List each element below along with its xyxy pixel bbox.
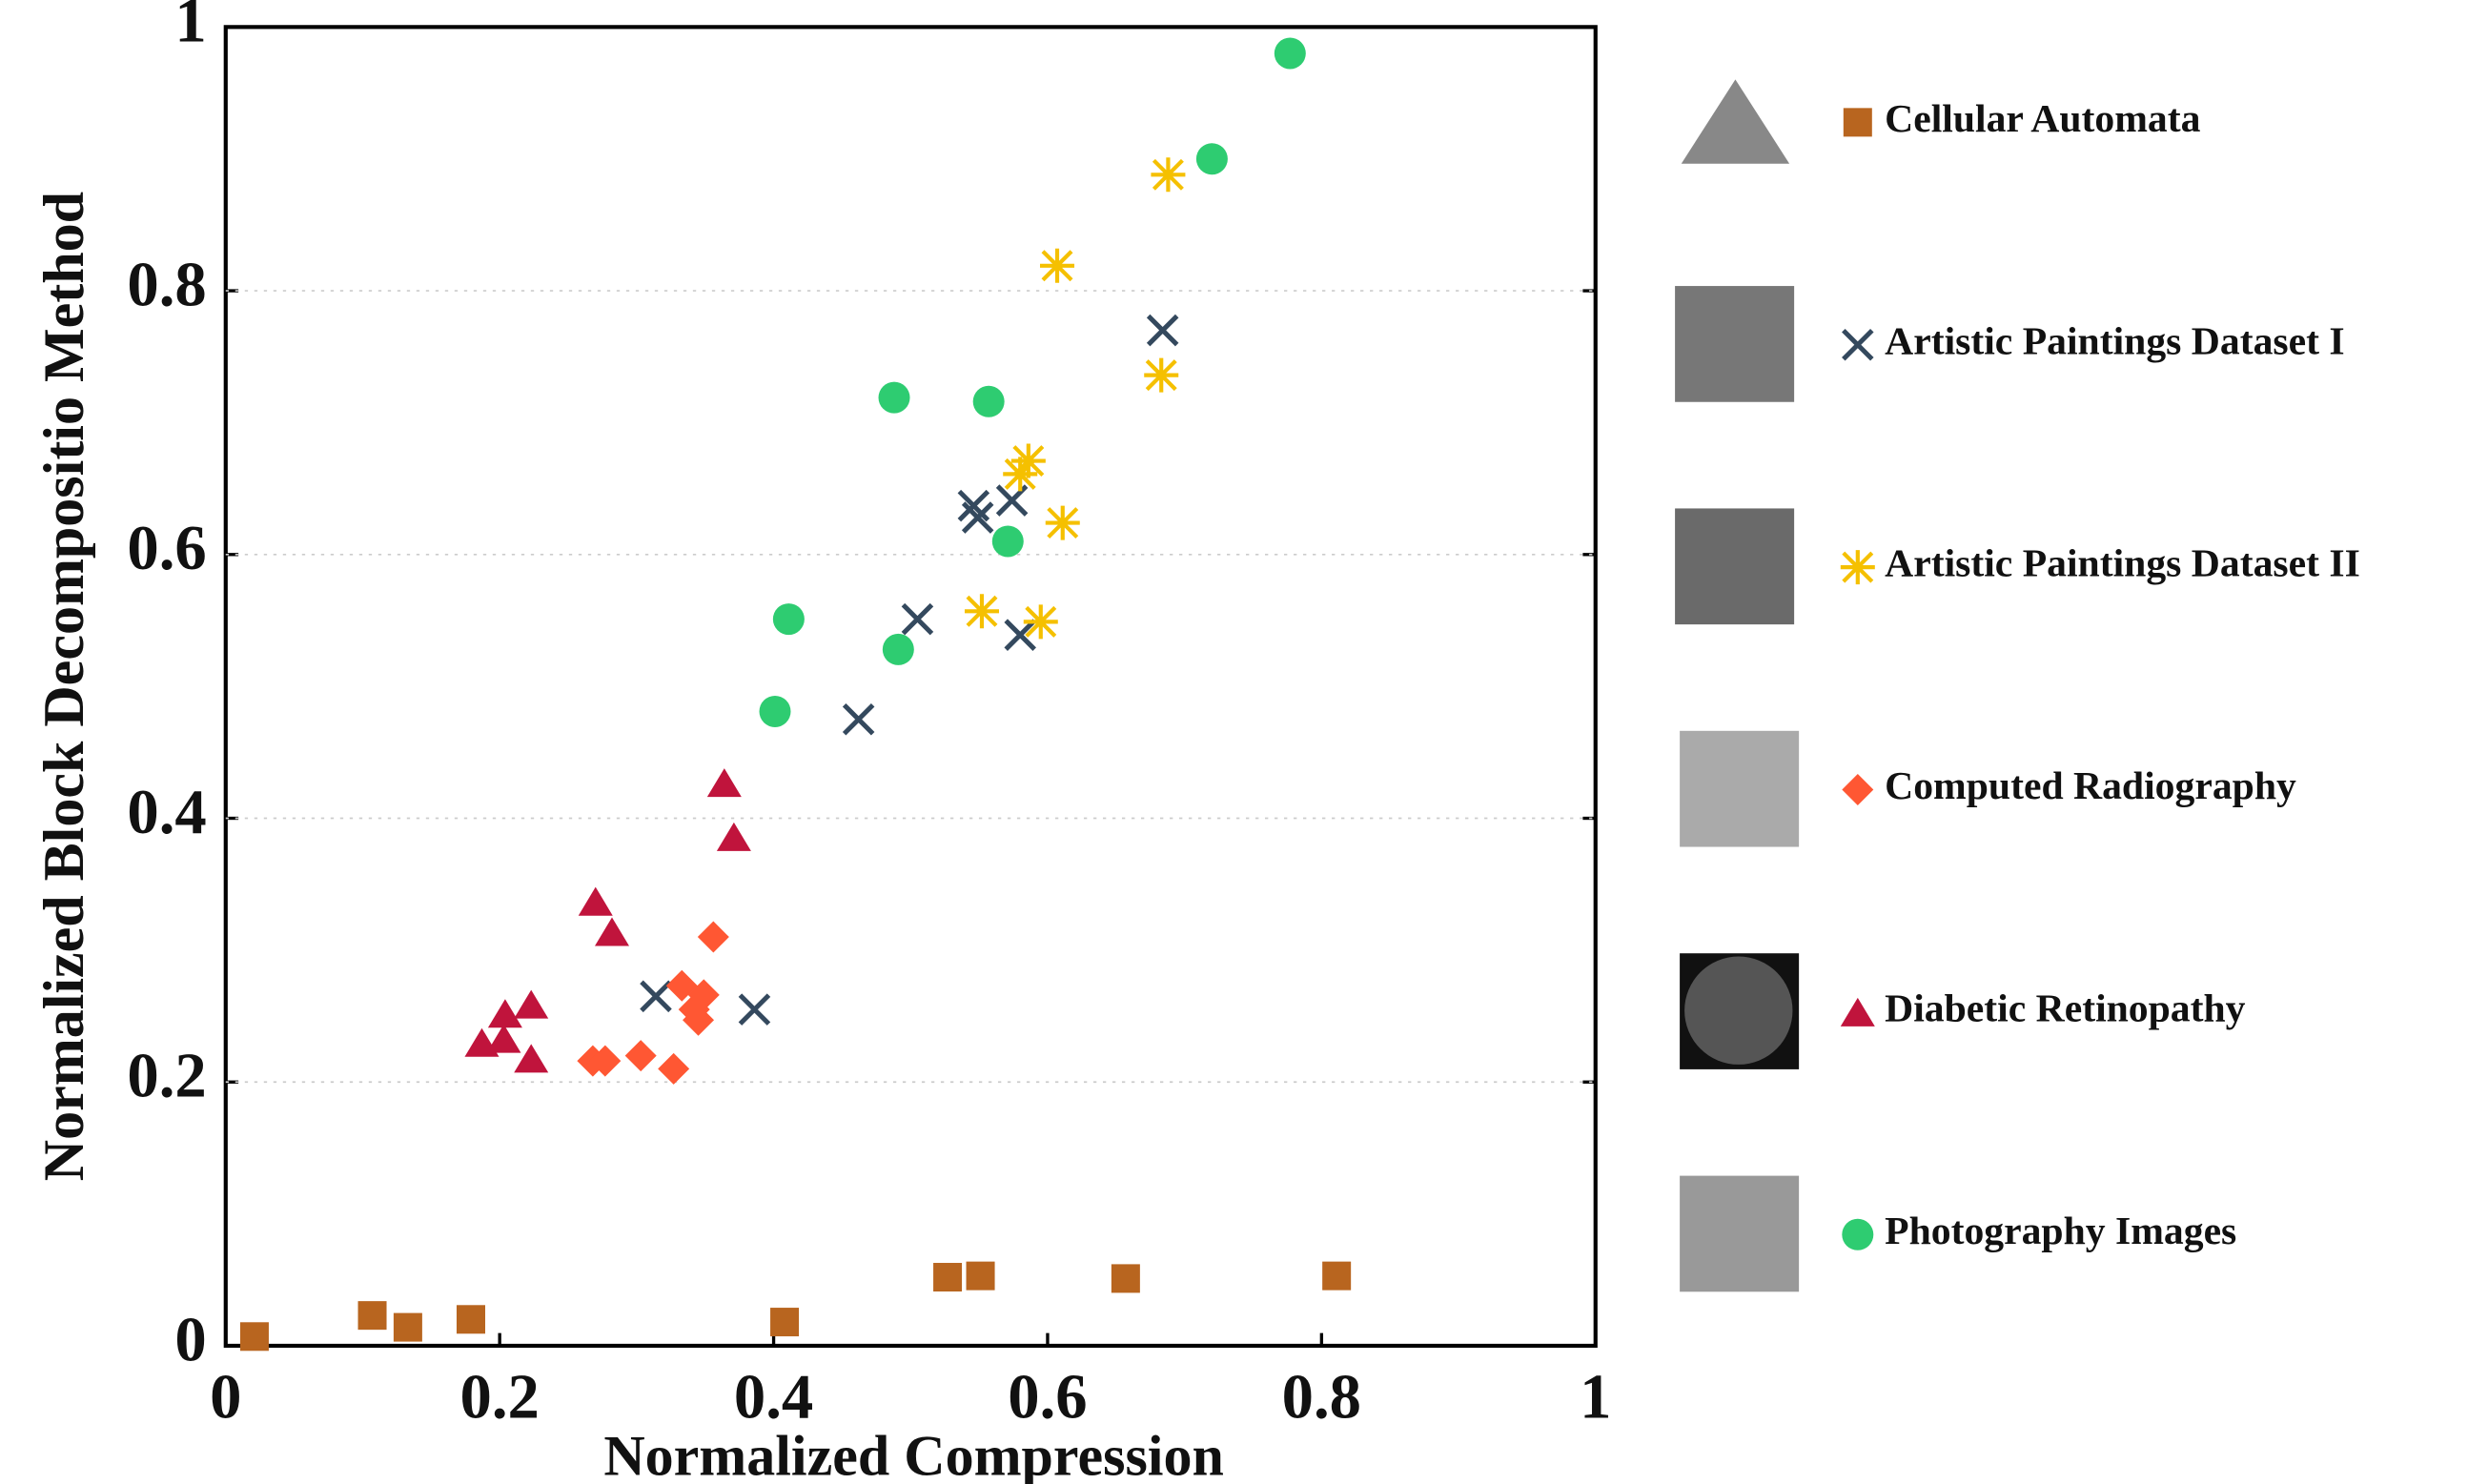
point (698, 922, 729, 953)
legend-marker (1841, 550, 1875, 584)
point (1275, 38, 1306, 70)
point (595, 918, 629, 946)
y-tick-label: 0.6 (127, 514, 206, 583)
legend-marker (1844, 331, 1872, 359)
point (992, 525, 1024, 557)
x-tick-label: 0.6 (1008, 1362, 1087, 1432)
point (973, 386, 1005, 417)
point (514, 1044, 548, 1072)
thumbnail (1682, 79, 1789, 163)
x-tick-label: 1 (1580, 1362, 1611, 1432)
point (845, 705, 873, 734)
y-tick-label: 1 (174, 0, 206, 56)
point (240, 1322, 269, 1351)
point (879, 382, 910, 414)
x-axis-title: Normalized Compression (603, 1424, 1224, 1484)
point (1011, 444, 1046, 478)
legend-label: Photography Images (1885, 1210, 2236, 1253)
point (883, 634, 914, 665)
y-tick-label: 0.4 (127, 778, 206, 847)
point (1112, 1264, 1140, 1292)
point (457, 1305, 485, 1333)
point (658, 1053, 689, 1085)
legend-label: Computed Radiography (1885, 764, 2296, 808)
point (773, 603, 805, 635)
thumbnail (1675, 286, 1794, 402)
point (933, 1263, 962, 1291)
x-tick-label: 0 (210, 1362, 241, 1432)
y-tick-label: 0.8 (127, 250, 206, 319)
y-tick-label: 0 (174, 1305, 206, 1374)
chart: Normalized Compression Normalized Block … (0, 0, 2468, 1484)
point (579, 887, 613, 916)
thumbnail (1680, 1176, 1799, 1292)
point (770, 1308, 799, 1336)
point (1046, 506, 1080, 540)
point (1149, 316, 1177, 345)
page: Normalized Compression Normalized Block … (0, 0, 2468, 1484)
thumbnail (1684, 957, 1792, 1065)
point (642, 982, 670, 1010)
thumbnail (1680, 731, 1799, 847)
point (1151, 157, 1185, 192)
legend-label: Cellular Automata (1885, 97, 2200, 141)
point (759, 696, 790, 727)
point (1144, 358, 1178, 393)
y-axis-title: Normalized Block Decompositio Method (32, 192, 95, 1181)
point (1322, 1262, 1351, 1291)
legend-marker (1842, 774, 1873, 805)
legend-label: Diabetic Retinopathy (1885, 986, 2246, 1030)
point (967, 1262, 995, 1291)
point (903, 605, 931, 634)
legend-marker (1844, 108, 1872, 136)
point (1196, 143, 1228, 174)
x-tick-label: 0.4 (734, 1362, 813, 1432)
point (394, 1313, 422, 1342)
x-tick-label: 0.2 (459, 1362, 539, 1432)
point (707, 768, 742, 797)
point (486, 1025, 520, 1053)
point (514, 990, 548, 1019)
point (717, 823, 751, 851)
point (965, 594, 999, 628)
legend-label: Artistic Paintings Dataset I (1885, 319, 2344, 363)
point (1040, 249, 1074, 283)
legend-label: Artistic Paintings Dataset II (1885, 542, 2360, 586)
y-tick-label: 0.2 (127, 1042, 206, 1111)
point (740, 995, 768, 1024)
legend-marker (1841, 998, 1875, 1027)
thumbnail (1675, 508, 1794, 624)
legend-thumbnails (1675, 79, 1799, 1291)
x-tick-label: 0.8 (1282, 1362, 1361, 1432)
plot-frame (226, 27, 1596, 1346)
point (358, 1301, 387, 1330)
point (625, 1040, 657, 1071)
point (1024, 604, 1058, 639)
legend-marker (1842, 1219, 1873, 1250)
